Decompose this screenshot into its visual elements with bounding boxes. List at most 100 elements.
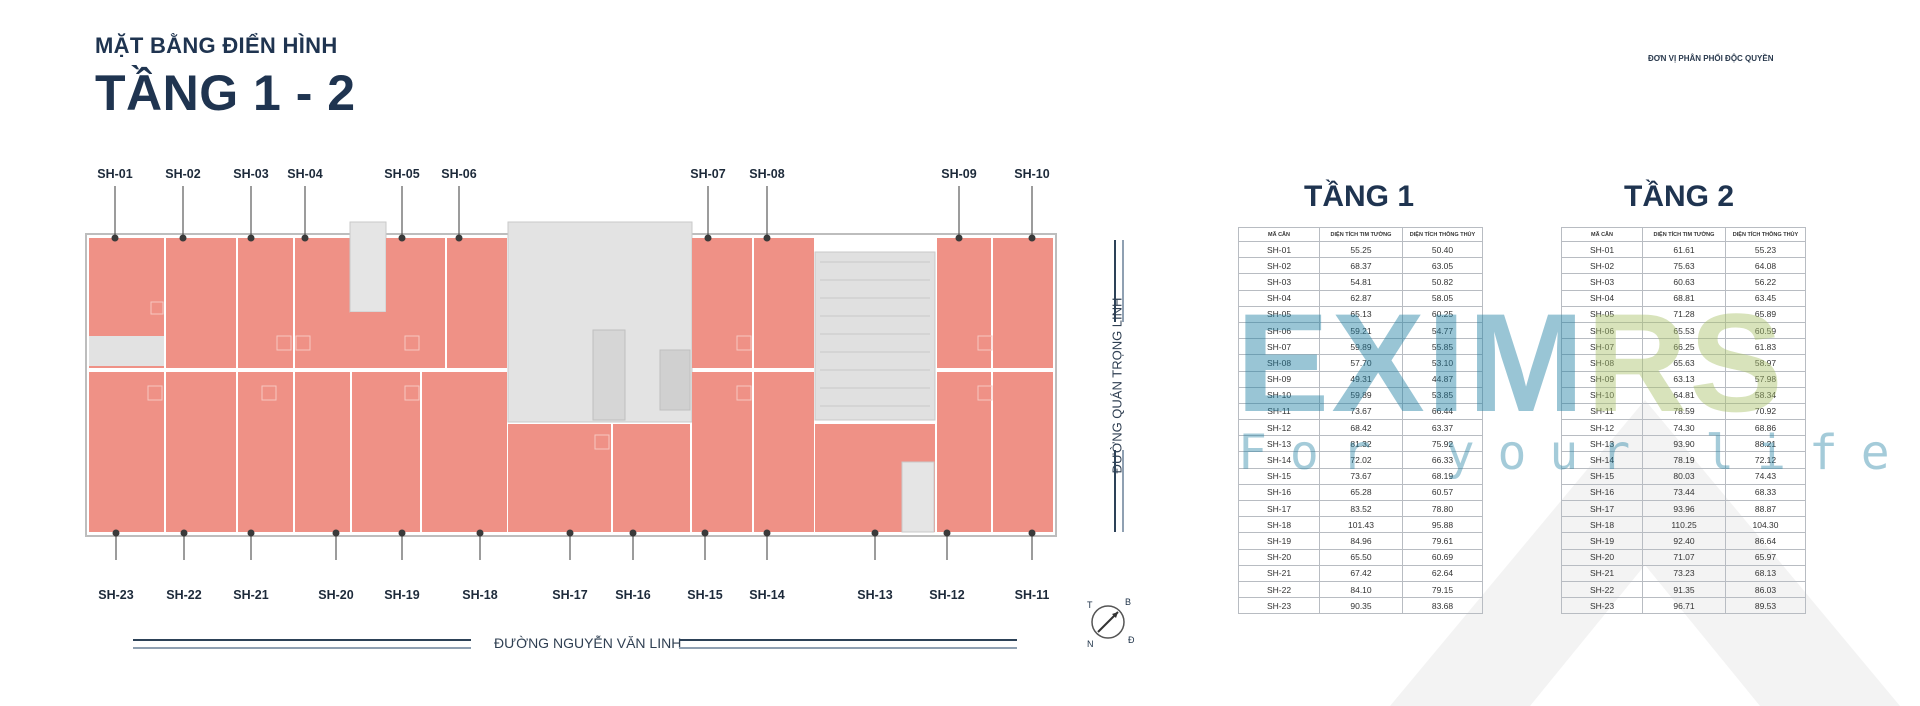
unit-label-top: SH-03 — [233, 167, 269, 181]
net-area-cell: 68.33 — [1725, 483, 1806, 502]
unit-label-bottom: SH-11 — [1014, 588, 1050, 602]
unit-label-top: SH-10 — [1014, 167, 1050, 181]
unit-label-bottom: SH-14 — [749, 588, 785, 602]
gross-area-cell: 65.28 — [1319, 483, 1403, 502]
gross-area-cell: 61.61 — [1642, 240, 1726, 259]
unit-label-top: SH-02 — [165, 167, 201, 181]
gross-area-cell: 83.52 — [1319, 499, 1403, 518]
table-row: SH-01 61.61 55.23 — [1561, 240, 1806, 259]
unit-label-bottom: SH-22 — [166, 588, 202, 602]
unit-code-cell: SH-16 — [1238, 483, 1320, 502]
unit-code-cell: SH-23 — [1238, 597, 1320, 615]
table-row: SH-01 55.25 50.40 — [1238, 240, 1483, 259]
unit-label-top: SH-06 — [441, 167, 477, 181]
table-row: SH-06 65.53 60.59 — [1561, 321, 1806, 340]
unit-SH-12 — [937, 372, 991, 532]
gross-area-cell: 91.35 — [1642, 580, 1726, 599]
unit-label-bottom: SH-20 — [318, 588, 354, 602]
unit-label-top: SH-07 — [690, 167, 726, 181]
col-net-area: DIỆN TÍCH THÔNG THỦY — [1725, 227, 1806, 242]
unit-SH-20 — [295, 372, 350, 532]
unit-code-cell: SH-01 — [1561, 240, 1643, 259]
watermark-logo-part-green: RS — [1586, 284, 1785, 441]
gross-area-cell: 73.23 — [1642, 564, 1726, 582]
table-row: SH-17 93.96 88.87 — [1561, 499, 1806, 518]
gross-area-cell: 96.71 — [1642, 597, 1726, 615]
unit-label-bottom: SH-21 — [233, 588, 269, 602]
table-row: SH-09 63.13 57.98 — [1561, 370, 1806, 388]
unit-label-bottom: SH-13 — [857, 588, 893, 602]
net-area-cell: 55.23 — [1725, 240, 1806, 259]
net-area-cell: 60.57 — [1402, 483, 1483, 502]
table-row: SH-15 80.03 74.43 — [1561, 467, 1806, 485]
net-area-cell: 64.08 — [1725, 257, 1806, 275]
table-row: SH-19 84.96 79.61 — [1238, 532, 1483, 550]
corridor-left — [89, 336, 164, 366]
gross-area-cell: 65.50 — [1319, 548, 1403, 566]
gross-area-cell: 101.43 — [1319, 516, 1403, 534]
unit-code-cell: SH-23 — [1561, 597, 1643, 615]
net-area-cell: 68.13 — [1725, 564, 1806, 582]
net-area-cell: 62.64 — [1402, 564, 1483, 582]
table-row: SH-12 74.30 68.86 — [1561, 419, 1806, 437]
table-row: SH-17 83.52 78.80 — [1238, 499, 1483, 518]
net-area-cell: 65.97 — [1725, 548, 1806, 566]
table-row: SH-21 73.23 68.13 — [1561, 564, 1806, 582]
unit-label-bottom: SH-19 — [384, 588, 420, 602]
gross-area-cell: 92.40 — [1642, 532, 1726, 550]
unit-code-cell: SH-18 — [1561, 516, 1643, 534]
unit-label-bottom: SH-17 — [552, 588, 588, 602]
unit-SH-19 — [352, 372, 420, 532]
road-line-right-bottom — [1114, 450, 1124, 532]
table-header-row: MÃ CĂN DIỆN TÍCH TIM TƯỜNG DIỆN TÍCH THÔ… — [1561, 227, 1806, 242]
table-row: SH-20 71.07 65.97 — [1561, 548, 1806, 566]
table-title-floor1: TẦNG 1 — [1303, 180, 1415, 213]
unit-SH-21 — [238, 372, 293, 532]
table-row: SH-06 59.21 54.77 — [1238, 321, 1483, 340]
unit-code-cell: SH-21 — [1238, 564, 1320, 582]
net-area-cell: 88.87 — [1725, 499, 1806, 518]
unit-SH-16 — [613, 424, 690, 532]
table-row: SH-19 92.40 86.64 — [1561, 532, 1806, 550]
gross-area-cell: 84.96 — [1319, 532, 1403, 550]
net-area-cell: 63.05 — [1402, 257, 1483, 275]
table-row: SH-15 73.67 68.19 — [1238, 467, 1483, 485]
col-gross-area: DIỆN TÍCH TIM TƯỜNG — [1319, 227, 1403, 242]
table-row: SH-22 91.35 86.03 — [1561, 580, 1806, 599]
unit-SH-09 — [937, 238, 991, 368]
net-area-cell: 104.30 — [1725, 516, 1806, 534]
gross-area-cell: 73.44 — [1642, 483, 1726, 502]
unit-label-top: SH-05 — [384, 167, 420, 181]
unit-SH-02 — [166, 238, 236, 368]
unit-code-cell: SH-19 — [1561, 532, 1643, 550]
road-line-left — [133, 639, 471, 649]
gross-area-cell: 84.10 — [1319, 580, 1403, 599]
unit-code-cell: SH-21 — [1561, 564, 1643, 582]
net-area-cell: 79.15 — [1402, 580, 1483, 599]
gross-area-cell: 75.63 — [1642, 257, 1726, 275]
table-title-floor2: TẦNG 2 — [1623, 180, 1735, 213]
table-row: SH-18 110.25 104.30 — [1561, 516, 1806, 534]
unit-code-cell: SH-22 — [1561, 580, 1643, 599]
unit-SH-08 — [754, 238, 814, 368]
unit-code-cell: SH-19 — [1238, 532, 1320, 550]
table-row: SH-05 65.13 60.25 — [1238, 305, 1483, 323]
unit-code-cell: SH-02 — [1561, 257, 1643, 275]
table-row: SH-21 67.42 62.64 — [1238, 564, 1483, 582]
compass-label-t: T — [1087, 600, 1093, 610]
compass-label-d: Đ — [1128, 635, 1135, 645]
area-table-floor2: MÃ CĂN DIỆN TÍCH TIM TƯỜNG DIỆN TÍCH THÔ… — [1561, 227, 1806, 615]
unit-code-cell: SH-17 — [1238, 499, 1320, 518]
unit-label-top: SH-09 — [941, 167, 977, 181]
table-row: SH-20 65.50 60.69 — [1238, 548, 1483, 566]
net-area-cell: 50.40 — [1402, 240, 1483, 259]
watermark-logo-text: EXIMRS — [1236, 293, 1785, 433]
area-table-floor1: MÃ CĂN DIỆN TÍCH TIM TƯỜNG DIỆN TÍCH THÔ… — [1238, 227, 1483, 615]
unit-label-top: SH-01 — [97, 167, 133, 181]
table-row: SH-14 72.02 66.33 — [1238, 451, 1483, 469]
table-row: SH-12 68.42 63.37 — [1238, 419, 1483, 437]
unit-SH-03 — [238, 238, 293, 368]
unit-SH-17 — [508, 424, 611, 532]
compass-label-b: B — [1125, 597, 1132, 607]
unit-SH-10 — [993, 238, 1053, 368]
